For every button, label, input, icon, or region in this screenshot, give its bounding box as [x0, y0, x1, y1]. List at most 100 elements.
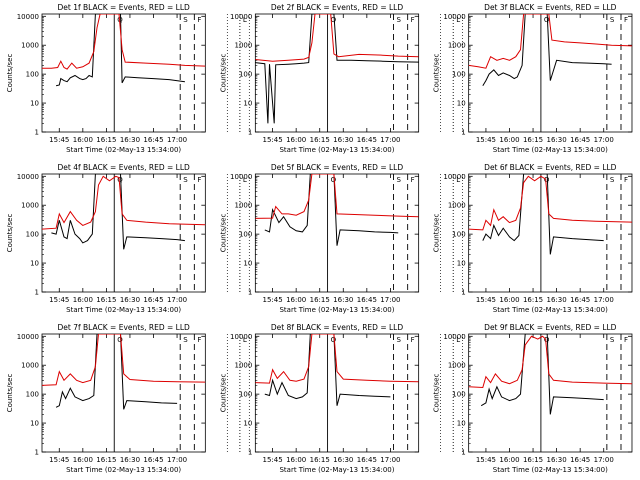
panel-title: Det 3f BLACK = Events, RED = LLD [484, 3, 617, 12]
marker-label: Q [331, 176, 337, 184]
panel-title: Det 2f BLACK = Events, RED = LLD [271, 3, 404, 12]
y-tick-label: 10000 [443, 173, 465, 181]
y-tick-label: 1 [248, 449, 252, 457]
x-tick-label: 16:45 [570, 296, 590, 304]
y-tick-label: 10 [243, 100, 252, 108]
x-tick-label: 16:15 [523, 456, 543, 464]
series-line-events [264, 174, 399, 246]
x-tick-label: 15:45 [476, 456, 496, 464]
x-tick-label: 16:45 [570, 136, 590, 144]
series-line-lld [468, 335, 632, 389]
detector-panel: Det 5f BLACK = Events, RED = LLD 1 10 100 10… [219, 163, 463, 314]
x-axis-label: Start Time (02-May-13 15:34:00) [66, 466, 181, 474]
y-tick-label: 1 [248, 289, 252, 297]
detector-panel: Det 4f BLACK = Events, RED = LLD 1 10 100 10… [6, 163, 250, 314]
y-tick-label: 1 [35, 289, 39, 297]
marker-label: L [243, 16, 247, 24]
y-axis-label: Counts/sec [433, 374, 441, 413]
y-tick-label: 10 [243, 420, 252, 428]
x-tick-label: 15:45 [476, 296, 496, 304]
y-tick-label: 1000 [448, 42, 466, 50]
y-tick-label: 100 [26, 231, 39, 239]
y-tick-label: 1000 [235, 202, 253, 210]
marker-label: F [411, 16, 415, 24]
panel-title: Det 1f BLACK = Events, RED = LLD [58, 3, 191, 12]
x-tick-label: 16:45 [143, 136, 163, 144]
series-line-lld [42, 14, 206, 70]
x-tick-label: 16:00 [499, 296, 519, 304]
x-tick-label: 16:00 [286, 296, 306, 304]
y-axis-label: Counts/sec [433, 214, 441, 253]
marker-label: Q [544, 16, 550, 24]
series-line-lld [255, 14, 419, 62]
marker-label: F [624, 16, 628, 24]
x-axis-label: Start Time (02-May-13 15:34:00) [493, 306, 608, 314]
x-tick-label: 16:45 [143, 456, 163, 464]
x-tick-label: 16:15 [310, 456, 330, 464]
y-tick-label: 10000 [443, 333, 465, 341]
x-tick-label: 15:45 [49, 456, 69, 464]
panel-title: Det 9f BLACK = Events, RED = LLD [484, 323, 617, 332]
x-tick-label: 16:30 [547, 456, 567, 464]
y-axis-label: Counts/sec [6, 54, 14, 93]
x-axis-label: Start Time (02-May-13 15:34:00) [279, 306, 394, 314]
x-tick-label: 15:45 [49, 296, 69, 304]
detector-panel: Det 1f BLACK = Events, RED = LLD 1 10 100 10… [6, 3, 250, 154]
marker-label: F [197, 336, 201, 344]
marker-label: Q [544, 176, 550, 184]
y-tick-label: 10 [457, 100, 466, 108]
panel-title: Det 4f BLACK = Events, RED = LLD [58, 163, 191, 172]
x-tick-label: 17:00 [594, 296, 614, 304]
series-line-lld [468, 175, 632, 231]
x-axis-label: Start Time (02-May-13 15:34:00) [66, 306, 181, 314]
x-tick-label: 15:45 [49, 136, 69, 144]
plot-frame [41, 13, 206, 133]
y-tick-label: 1 [248, 129, 252, 137]
x-tick-label: 17:00 [594, 456, 614, 464]
plot-frame [254, 173, 420, 293]
series-line-lld [42, 334, 206, 386]
y-axis-label: Counts/sec [6, 374, 14, 413]
marker-label: S [610, 176, 615, 184]
x-tick-label: 16:45 [357, 136, 377, 144]
series-line-events [55, 14, 185, 87]
y-tick-label: 10000 [443, 13, 465, 21]
x-tick-label: 16:00 [499, 136, 519, 144]
series-line-lld [468, 14, 632, 69]
y-tick-label: 1 [461, 129, 465, 137]
x-tick-label: 16:15 [310, 136, 330, 144]
series-line-events [255, 14, 419, 124]
x-tick-label: 16:15 [96, 456, 116, 464]
detector-panel: Det 8f BLACK = Events, RED = LLD 1 10 100 10… [219, 323, 463, 474]
plot-frame [254, 333, 420, 453]
y-tick-label: 100 [239, 391, 252, 399]
marker-label: Q [544, 336, 550, 344]
marker-label: S [610, 336, 615, 344]
series-line-lld [42, 175, 206, 230]
x-axis-label: Start Time (02-May-13 15:34:00) [493, 466, 608, 474]
x-tick-label: 17:00 [380, 296, 400, 304]
series-line-events [55, 334, 178, 410]
y-tick-label: 100 [239, 231, 252, 239]
y-tick-label: 10 [457, 260, 466, 268]
x-tick-label: 15:45 [476, 136, 496, 144]
y-tick-label: 1000 [21, 362, 39, 370]
x-tick-label: 16:00 [73, 456, 93, 464]
marker-label: F [624, 336, 628, 344]
y-tick-label: 10000 [17, 333, 39, 341]
y-tick-label: 10 [243, 260, 252, 268]
y-axis-label: Counts/sec [219, 54, 227, 93]
marker-label: S [183, 336, 188, 344]
x-tick-label: 16:15 [96, 136, 116, 144]
detector-panel: Det 3f BLACK = Events, RED = LLD 1 10 100 10… [433, 3, 633, 154]
x-tick-label: 16:30 [333, 136, 353, 144]
detector-panel: Det 7f BLACK = Events, RED = LLD 1 10 100 10… [6, 323, 250, 474]
marker-label: L [456, 16, 460, 24]
marker-label: F [197, 16, 201, 24]
x-tick-label: 16:30 [333, 456, 353, 464]
y-tick-label: 10000 [17, 173, 39, 181]
x-tick-label: 16:00 [286, 456, 306, 464]
x-tick-label: 16:00 [73, 136, 93, 144]
y-tick-label: 10 [457, 420, 466, 428]
